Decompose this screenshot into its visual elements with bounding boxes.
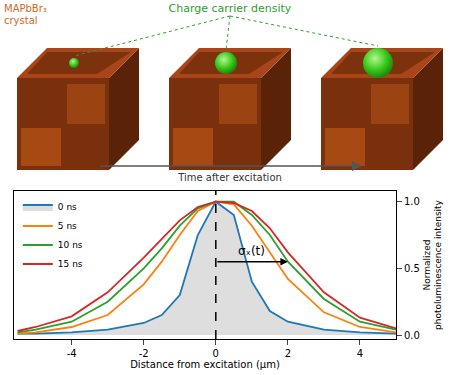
svg-text:0.5: 0.5	[404, 263, 420, 274]
svg-text:-4: -4	[67, 348, 77, 359]
svg-text:2: 2	[285, 348, 291, 359]
svg-text:-2: -2	[139, 348, 149, 359]
svg-text:Time after excitation: Time after excitation	[177, 172, 282, 183]
svg-text:Distance from excitation (µm): Distance from excitation (µm)	[130, 359, 280, 370]
svg-text:15 ns: 15 ns	[58, 259, 83, 269]
svg-text:1.0: 1.0	[404, 196, 420, 207]
svg-text:crystal: crystal	[4, 15, 38, 26]
svg-text:0.0: 0.0	[404, 330, 420, 341]
svg-text:σₓ(t): σₓ(t)	[238, 244, 265, 258]
svg-text:5 ns: 5 ns	[58, 221, 77, 231]
svg-text:0 ns: 0 ns	[58, 202, 77, 212]
svg-text:4: 4	[357, 348, 363, 359]
svg-text:Normalizedphotoluminescence in: Normalizedphotoluminescence intensity	[422, 199, 444, 330]
svg-text:0: 0	[213, 348, 219, 359]
svg-text:MAPbBr₃: MAPbBr₃	[4, 3, 47, 14]
svg-text:10 ns: 10 ns	[58, 240, 83, 250]
svg-text:Charge carrier density: Charge carrier density	[169, 2, 292, 15]
